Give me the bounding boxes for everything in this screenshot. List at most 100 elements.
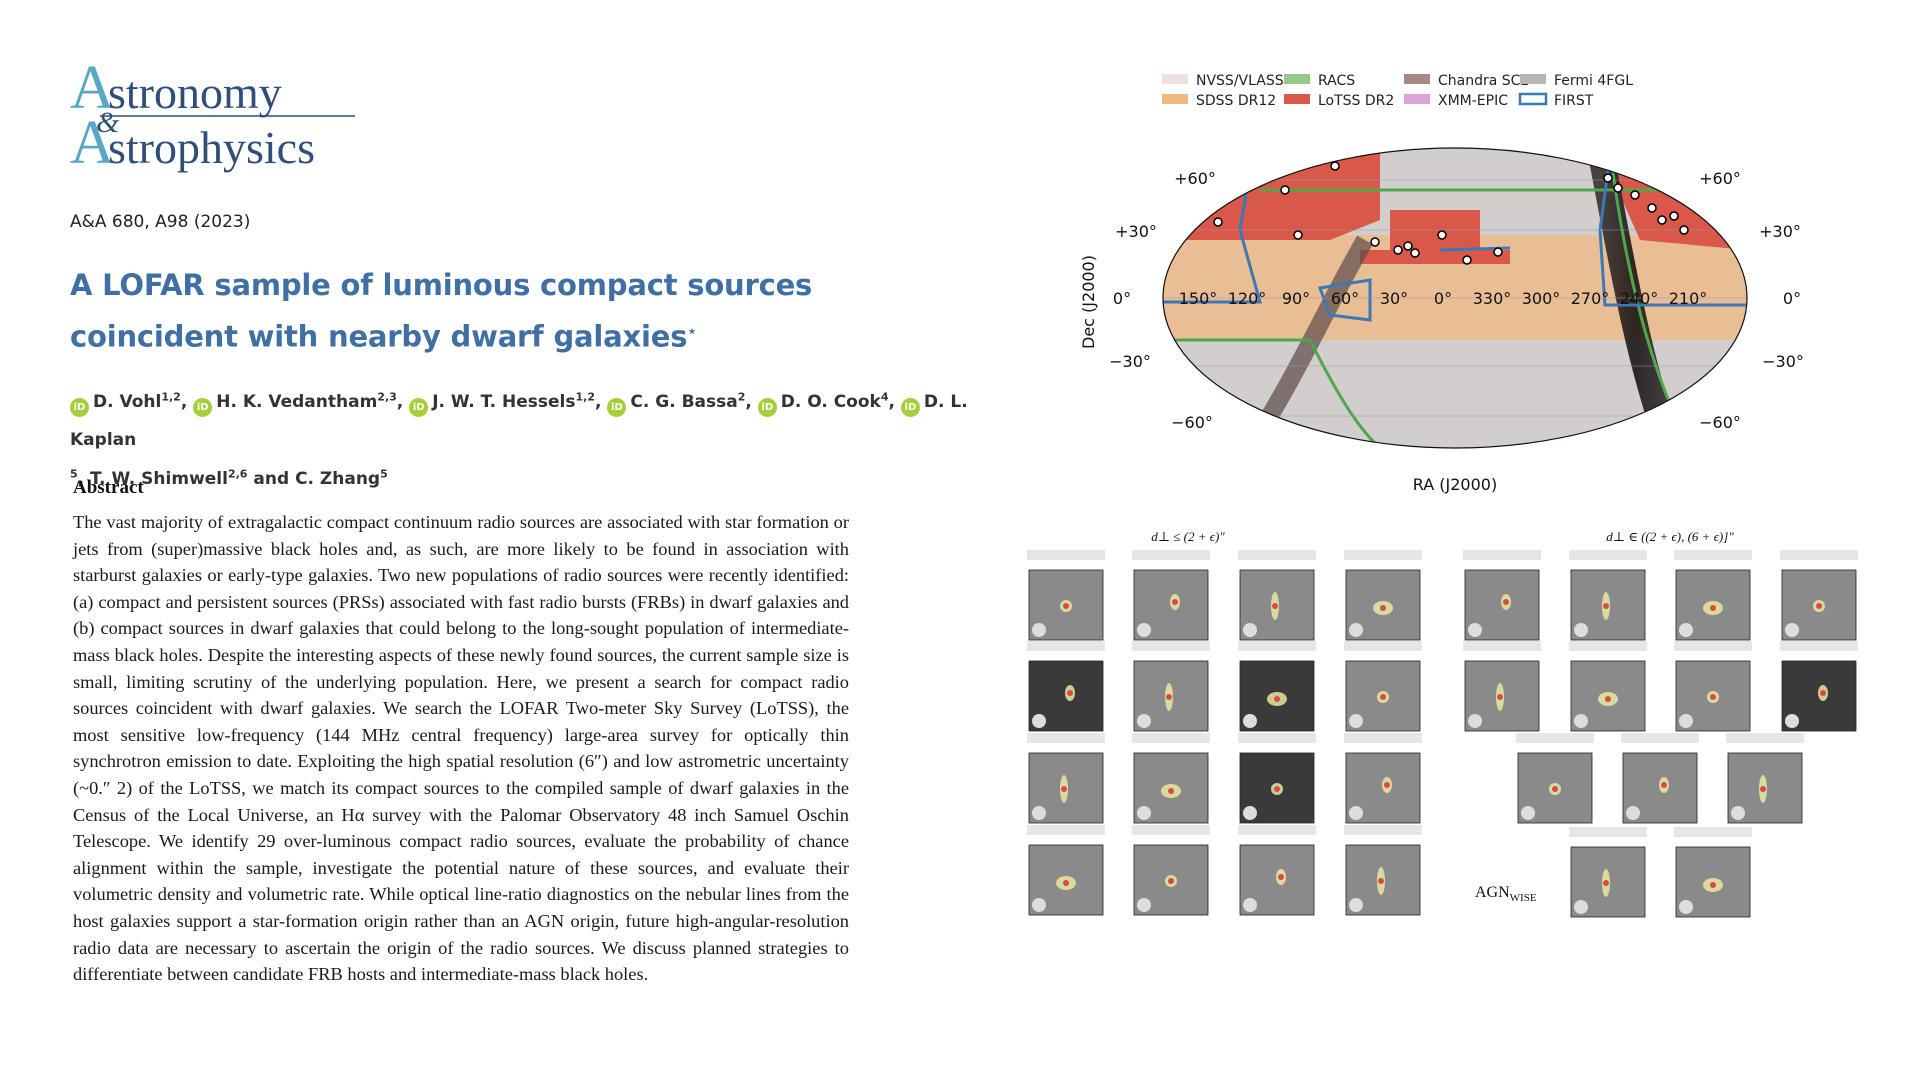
- author-aff: 5: [380, 467, 388, 481]
- author-name[interactable]: D. O. Cook: [780, 391, 881, 412]
- ra-tick-label: 60°: [1331, 289, 1359, 308]
- journal-line2: strophysics: [108, 122, 315, 173]
- orcid-icon[interactable]: iD: [193, 397, 213, 417]
- ra-tick-label: 270°: [1571, 289, 1610, 308]
- cutout-thumbnail: [1463, 641, 1541, 732]
- legend-label: LoTSS DR2: [1318, 93, 1394, 109]
- legend-swatch: [1404, 74, 1430, 84]
- author-aff: 1,2: [575, 390, 596, 403]
- dec-tick-right: 0°: [1783, 289, 1801, 308]
- author-separator: ,: [745, 391, 752, 412]
- author-name[interactable]: D. Vohl: [93, 391, 162, 412]
- author-name[interactable]: C. G. Bassa: [630, 391, 738, 412]
- legend-swatch: [1284, 74, 1310, 84]
- ra-tick-label: 120°: [1228, 289, 1267, 308]
- author-entry: iD D. L. Kaplan: [70, 392, 968, 451]
- author-name[interactable]: T. W. Shimwell: [90, 468, 228, 489]
- author-separator: ,: [888, 391, 895, 412]
- cutout-thumbnail: [1132, 733, 1210, 824]
- cutout-thumbnail: [1780, 641, 1858, 732]
- agn-wise-label: AGNWISE: [1475, 884, 1537, 904]
- ra-tick-label: 210°: [1669, 289, 1708, 308]
- author-conjunction: and: [247, 468, 296, 489]
- cutout-thumbnail: [1344, 641, 1422, 732]
- legend-label: FIRST: [1554, 93, 1594, 109]
- cutout-thumbnail: [1132, 550, 1210, 641]
- dec-axis-label: Dec (J2000): [1080, 255, 1098, 349]
- legend-label: Fermi 4FGL: [1554, 73, 1633, 89]
- legend-swatch: [1520, 74, 1546, 84]
- journal-ampersand: &: [96, 106, 120, 139]
- cutout-thumbnail: [1674, 550, 1752, 641]
- title-footnote-mark[interactable]: ⋆: [687, 322, 697, 340]
- cutout-thumbnail: [1569, 550, 1647, 641]
- author-aff: 2,6: [227, 467, 248, 481]
- ra-tick-labels: 150° 120° 90° 60° 30° 0° 330° 300° 270° 240° 210°: [1179, 289, 1708, 308]
- author-entry: iD D. Vohl1,2,: [70, 390, 188, 417]
- legend-label: NVSS/VLASS: [1196, 73, 1284, 89]
- dec-tick-left: −60°: [1171, 413, 1213, 432]
- cutout-thumbnail: [1569, 827, 1647, 918]
- dec-tick-right: +60°: [1699, 169, 1741, 188]
- author-name[interactable]: D. L. Kaplan: [70, 391, 968, 451]
- cutout-grid-svg: d⊥ ≤ (2 + ϵ)″ d⊥ ∈ ((2 + ϵ), (6 + ϵ)]″ A…: [1027, 529, 1858, 918]
- author-name[interactable]: J. W. T. Hessels: [432, 391, 576, 412]
- cutout-thumbnail: [1780, 550, 1858, 641]
- author-separator: ,: [595, 391, 602, 412]
- right-panel-header: d⊥ ∈ ((2 + ϵ), (6 + ϵ)]″: [1606, 529, 1734, 544]
- cutout-thumbnail: [1674, 641, 1752, 732]
- dec-tick-right: −60°: [1699, 413, 1741, 432]
- cutout-thumbnail: [1621, 733, 1699, 824]
- cutout-thumbnail: [1238, 641, 1316, 732]
- cutout-thumbnail: [1027, 825, 1105, 916]
- ra-tick-label: 0°: [1434, 289, 1452, 308]
- ra-tick-label: 30°: [1380, 289, 1408, 308]
- sky-coverage-figure: NVSS/VLASS RACS Chandra SC2 Fermi 4FGL SDSS …: [1079, 70, 1840, 510]
- cutout-thumbnail: [1132, 825, 1210, 916]
- author-line2: 5, T. W. Shimwell2,6 and C. Zhang5: [70, 467, 388, 489]
- dec-tick-right: +30°: [1759, 222, 1801, 241]
- cutout-thumbnail: [1674, 827, 1752, 918]
- author-entry: iD C. G. Bassa2,: [607, 390, 752, 417]
- dec-tick-left: +60°: [1174, 169, 1216, 188]
- legend-swatch: [1162, 74, 1188, 84]
- ra-tick-label: 240°: [1620, 289, 1659, 308]
- orcid-icon[interactable]: iD: [757, 397, 777, 417]
- cutout-thumbnail: [1027, 733, 1105, 824]
- cutout-thumbnail: [1238, 550, 1316, 641]
- author-aff: 1,2: [161, 390, 181, 403]
- journal-line1: stronomy: [108, 67, 282, 118]
- sky-map-legend: NVSS/VLASS RACS Chandra SC2 Fermi 4FGL SDSS …: [1162, 73, 1633, 109]
- dec-tick-left: +30°: [1115, 222, 1157, 241]
- citation: A&A 680, A98 (2023): [70, 212, 251, 232]
- dec-tick-left: 0°: [1113, 289, 1131, 308]
- sky-map-svg: NVSS/VLASS RACS Chandra SC2 Fermi 4FGL SDSS …: [1079, 73, 1804, 494]
- legend-label: RACS: [1318, 73, 1355, 89]
- cutout-thumbnail: [1132, 641, 1210, 732]
- author-name[interactable]: H. K. Vedantham: [216, 391, 378, 412]
- orcid-icon[interactable]: iD: [607, 397, 627, 417]
- legend-swatch: [1162, 94, 1188, 104]
- left-panel-header: d⊥ ≤ (2 + ϵ)″: [1151, 529, 1225, 544]
- author-entry: iD J. W. T. Hessels1,2,: [409, 390, 602, 417]
- author-separator: ,: [396, 391, 404, 412]
- ra-tick-label: 300°: [1522, 289, 1561, 308]
- author-aff: 2: [737, 390, 746, 403]
- author-separator: ,: [180, 391, 188, 412]
- author-name[interactable]: C. Zhang: [295, 468, 381, 489]
- cutout-thumbnail: [1344, 733, 1422, 824]
- cutout-thumbnail: [1569, 641, 1647, 732]
- cutout-thumbnail: [1238, 825, 1316, 916]
- cutout-thumbnail: [1516, 733, 1594, 824]
- cutout-thumbnail: [1344, 550, 1422, 641]
- cutout-thumbnail: [1344, 825, 1422, 916]
- author-aff: 2,3: [377, 390, 397, 403]
- journal-initial-a2: A: [70, 109, 115, 177]
- legend-swatch: [1518, 92, 1548, 106]
- orcid-icon[interactable]: iD: [900, 397, 920, 417]
- orcid-icon[interactable]: iD: [70, 397, 89, 417]
- journal-initial-a1: A: [70, 58, 115, 122]
- abstract-heading: Abstract: [73, 477, 144, 498]
- orcid-icon[interactable]: iD: [409, 397, 429, 417]
- paper-title: A LOFAR sample of luminous compact sourc…: [70, 262, 940, 360]
